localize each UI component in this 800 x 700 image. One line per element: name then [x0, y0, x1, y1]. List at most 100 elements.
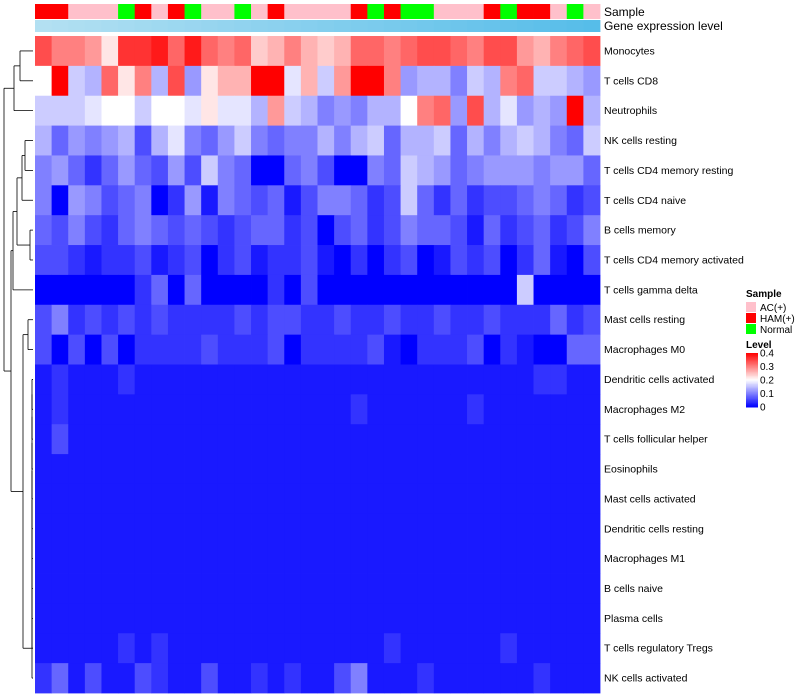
heatmap-cell: [350, 394, 368, 425]
heatmap-cell: [500, 603, 518, 634]
heatmap-cell: [201, 36, 219, 67]
row-label: T cells CD4 memory activated: [604, 254, 744, 266]
heatmap-cell: [566, 483, 584, 515]
heatmap-cell: [234, 36, 252, 67]
heatmap-cell: [35, 573, 53, 604]
heatmap-cell: [51, 274, 69, 306]
heatmap-cell: [267, 663, 285, 694]
heatmap-cell: [350, 483, 368, 515]
heatmap-cell: [550, 274, 568, 306]
heatmap-cell: [433, 155, 451, 186]
level-bar-segment: [746, 370, 758, 373]
level-bar-segment: [746, 394, 758, 397]
heatmap-cell: [184, 215, 202, 246]
heatmap-cell: [467, 274, 485, 306]
heatmap-cell: [35, 424, 53, 455]
heatmap-cell: [583, 36, 601, 67]
heatmap-cell: [134, 304, 152, 336]
heatmap-cell: [51, 185, 69, 216]
heatmap-cell: [433, 334, 451, 365]
heatmap-cell: [118, 155, 136, 186]
heatmap-cell: [467, 424, 485, 455]
heatmap-cell: [217, 215, 235, 246]
heatmap-cell: [350, 125, 368, 156]
heatmap-cell: [367, 603, 385, 634]
heatmap-cell: [201, 394, 219, 425]
heatmap-cell: [433, 36, 451, 67]
heatmap-cell: [300, 245, 318, 276]
heatmap-cell: [583, 245, 601, 276]
heatmap-cell: [350, 155, 368, 186]
heatmap-cell: [533, 543, 551, 574]
heatmap-cell: [433, 394, 451, 425]
heatmap-cell: [167, 394, 185, 425]
heatmap-cell: [583, 274, 601, 306]
heatmap-cell: [51, 603, 69, 634]
heatmap-cell: [217, 633, 235, 664]
heatmap-cell: [417, 633, 435, 664]
heatmap-cell: [217, 394, 235, 425]
heatmap-cell: [334, 95, 352, 126]
heatmap-cell: [184, 334, 202, 365]
sample-cell: [167, 4, 185, 19]
heatmap-cell: [317, 663, 335, 694]
heatmap-cell: [516, 394, 534, 425]
heatmap-cell: [317, 394, 335, 425]
heatmap-cell: [317, 603, 335, 634]
sample-cell: [234, 4, 252, 19]
heatmap-cell: [450, 185, 468, 216]
heatmap-cell: [334, 245, 352, 276]
heatmap-cell: [84, 364, 102, 395]
heatmap-cell: [134, 245, 152, 276]
heatmap-cell: [450, 95, 468, 126]
heatmap-cell: [284, 304, 302, 336]
row-label: T cells gamma delta: [604, 284, 698, 296]
heatmap-cell: [583, 603, 601, 634]
heatmap-cell: [201, 543, 219, 574]
heatmap-cell: [167, 245, 185, 276]
heatmap-cell: [433, 304, 451, 336]
heatmap-cell: [483, 155, 501, 186]
heatmap-cell: [167, 65, 185, 97]
sample-legend-label: Normal: [760, 325, 792, 336]
sample-legend-items: AC(+)HAM(+)Normal: [746, 302, 795, 336]
heatmap-cell: [533, 663, 551, 694]
heatmap-cell: [151, 36, 169, 67]
heatmap-cell: [134, 424, 152, 455]
heatmap-cell: [234, 573, 252, 604]
heatmap-cell: [51, 364, 69, 395]
sample-legend-swatch: [746, 313, 756, 323]
heatmap-cell: [201, 364, 219, 395]
heatmap-cell: [267, 364, 285, 395]
heatmap-cell: [284, 215, 302, 246]
heatmap-cell: [101, 424, 119, 455]
heatmap-cell: [35, 125, 53, 156]
heatmap-cell: [383, 334, 401, 365]
heatmap-cell: [35, 245, 53, 276]
heatmap-cell: [583, 663, 601, 694]
heatmap-cell: [334, 663, 352, 694]
heatmap-cell: [300, 513, 318, 545]
heatmap-cell: [284, 633, 302, 664]
heatmap-cell: [367, 36, 385, 67]
heatmap-cell: [467, 95, 485, 126]
heatmap-cell: [51, 304, 69, 336]
heatmap-cell: [467, 125, 485, 156]
heatmap-cell: [134, 65, 152, 97]
heatmap-cell: [151, 513, 169, 545]
heatmap-cell: [550, 394, 568, 425]
level-legend-title: Level: [746, 340, 772, 351]
heatmap-cell: [450, 304, 468, 336]
heatmap-cell: [284, 364, 302, 395]
heatmap-cell: [151, 185, 169, 216]
level-bar-segment: [746, 355, 758, 358]
heatmap-cell: [367, 483, 385, 515]
heatmap-cell: [68, 663, 86, 694]
sample-cell: [217, 4, 235, 19]
heatmap-cell: [417, 394, 435, 425]
level-tick-labels: 0.4 0.3 0.2 0.1 0: [760, 349, 774, 414]
heatmap-cell: [51, 633, 69, 664]
heatmap-cell: [118, 424, 136, 455]
heatmap-cell: [350, 274, 368, 306]
heatmap-cell: [284, 95, 302, 126]
